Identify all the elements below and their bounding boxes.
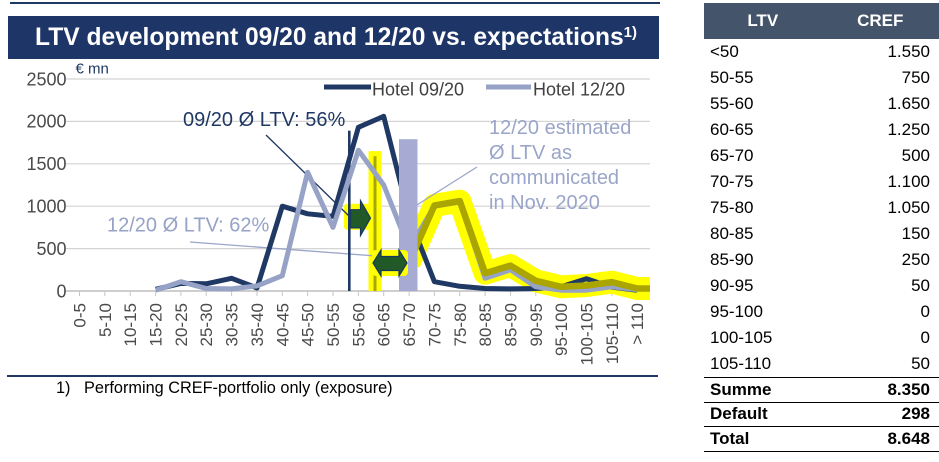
svg-text:0: 0 <box>56 281 66 301</box>
svg-text:55-60: 55-60 <box>349 303 368 346</box>
svg-text:2000: 2000 <box>26 112 66 132</box>
svg-text:> 110: > 110 <box>628 303 647 345</box>
svg-text:60-65: 60-65 <box>375 303 394 346</box>
svg-text:95-100: 95-100 <box>552 303 571 356</box>
svg-text:15-20: 15-20 <box>147 303 166 346</box>
svg-text:10-15: 10-15 <box>121 303 140 346</box>
svg-text:0-5: 0-5 <box>71 303 90 328</box>
svg-text:2500: 2500 <box>26 69 66 89</box>
svg-text:12/20 estimated: 12/20 estimated <box>489 117 631 139</box>
svg-text:Hotel 09/20: Hotel 09/20 <box>372 80 464 100</box>
svg-text:25-30: 25-30 <box>197 303 216 346</box>
svg-text:09/20 Ø LTV: 56%: 09/20 Ø LTV: 56% <box>183 109 346 131</box>
svg-text:35-40: 35-40 <box>248 303 267 346</box>
svg-text:90-95: 90-95 <box>527 303 546 346</box>
svg-text:65-70: 65-70 <box>400 303 419 346</box>
svg-text:€ mn: € mn <box>76 61 109 78</box>
svg-text:12/20 Ø LTV: 62%: 12/20 Ø LTV: 62% <box>107 215 270 237</box>
svg-text:85-90: 85-90 <box>502 303 521 346</box>
svg-text:50-55: 50-55 <box>324 303 343 346</box>
svg-text:20-25: 20-25 <box>172 303 191 346</box>
svg-text:1000: 1000 <box>26 197 66 217</box>
svg-text:1500: 1500 <box>26 154 66 174</box>
svg-text:Hotel 12/20: Hotel 12/20 <box>533 80 625 100</box>
svg-text:105-110: 105-110 <box>603 303 622 364</box>
svg-text:5-10: 5-10 <box>96 303 115 337</box>
svg-text:100-105: 100-105 <box>578 303 597 365</box>
svg-text:in Nov. 2020: in Nov. 2020 <box>489 192 600 214</box>
svg-text:30-35: 30-35 <box>223 303 242 346</box>
svg-text:75-80: 75-80 <box>451 303 470 346</box>
svg-text:500: 500 <box>36 239 66 259</box>
svg-text:70-75: 70-75 <box>425 303 444 346</box>
svg-text:40-45: 40-45 <box>273 303 292 346</box>
svg-text:communicated: communicated <box>489 167 619 189</box>
svg-text:Ø LTV as: Ø LTV as <box>489 142 572 164</box>
svg-text:45-50: 45-50 <box>299 303 318 346</box>
svg-text:80-85: 80-85 <box>476 303 495 346</box>
